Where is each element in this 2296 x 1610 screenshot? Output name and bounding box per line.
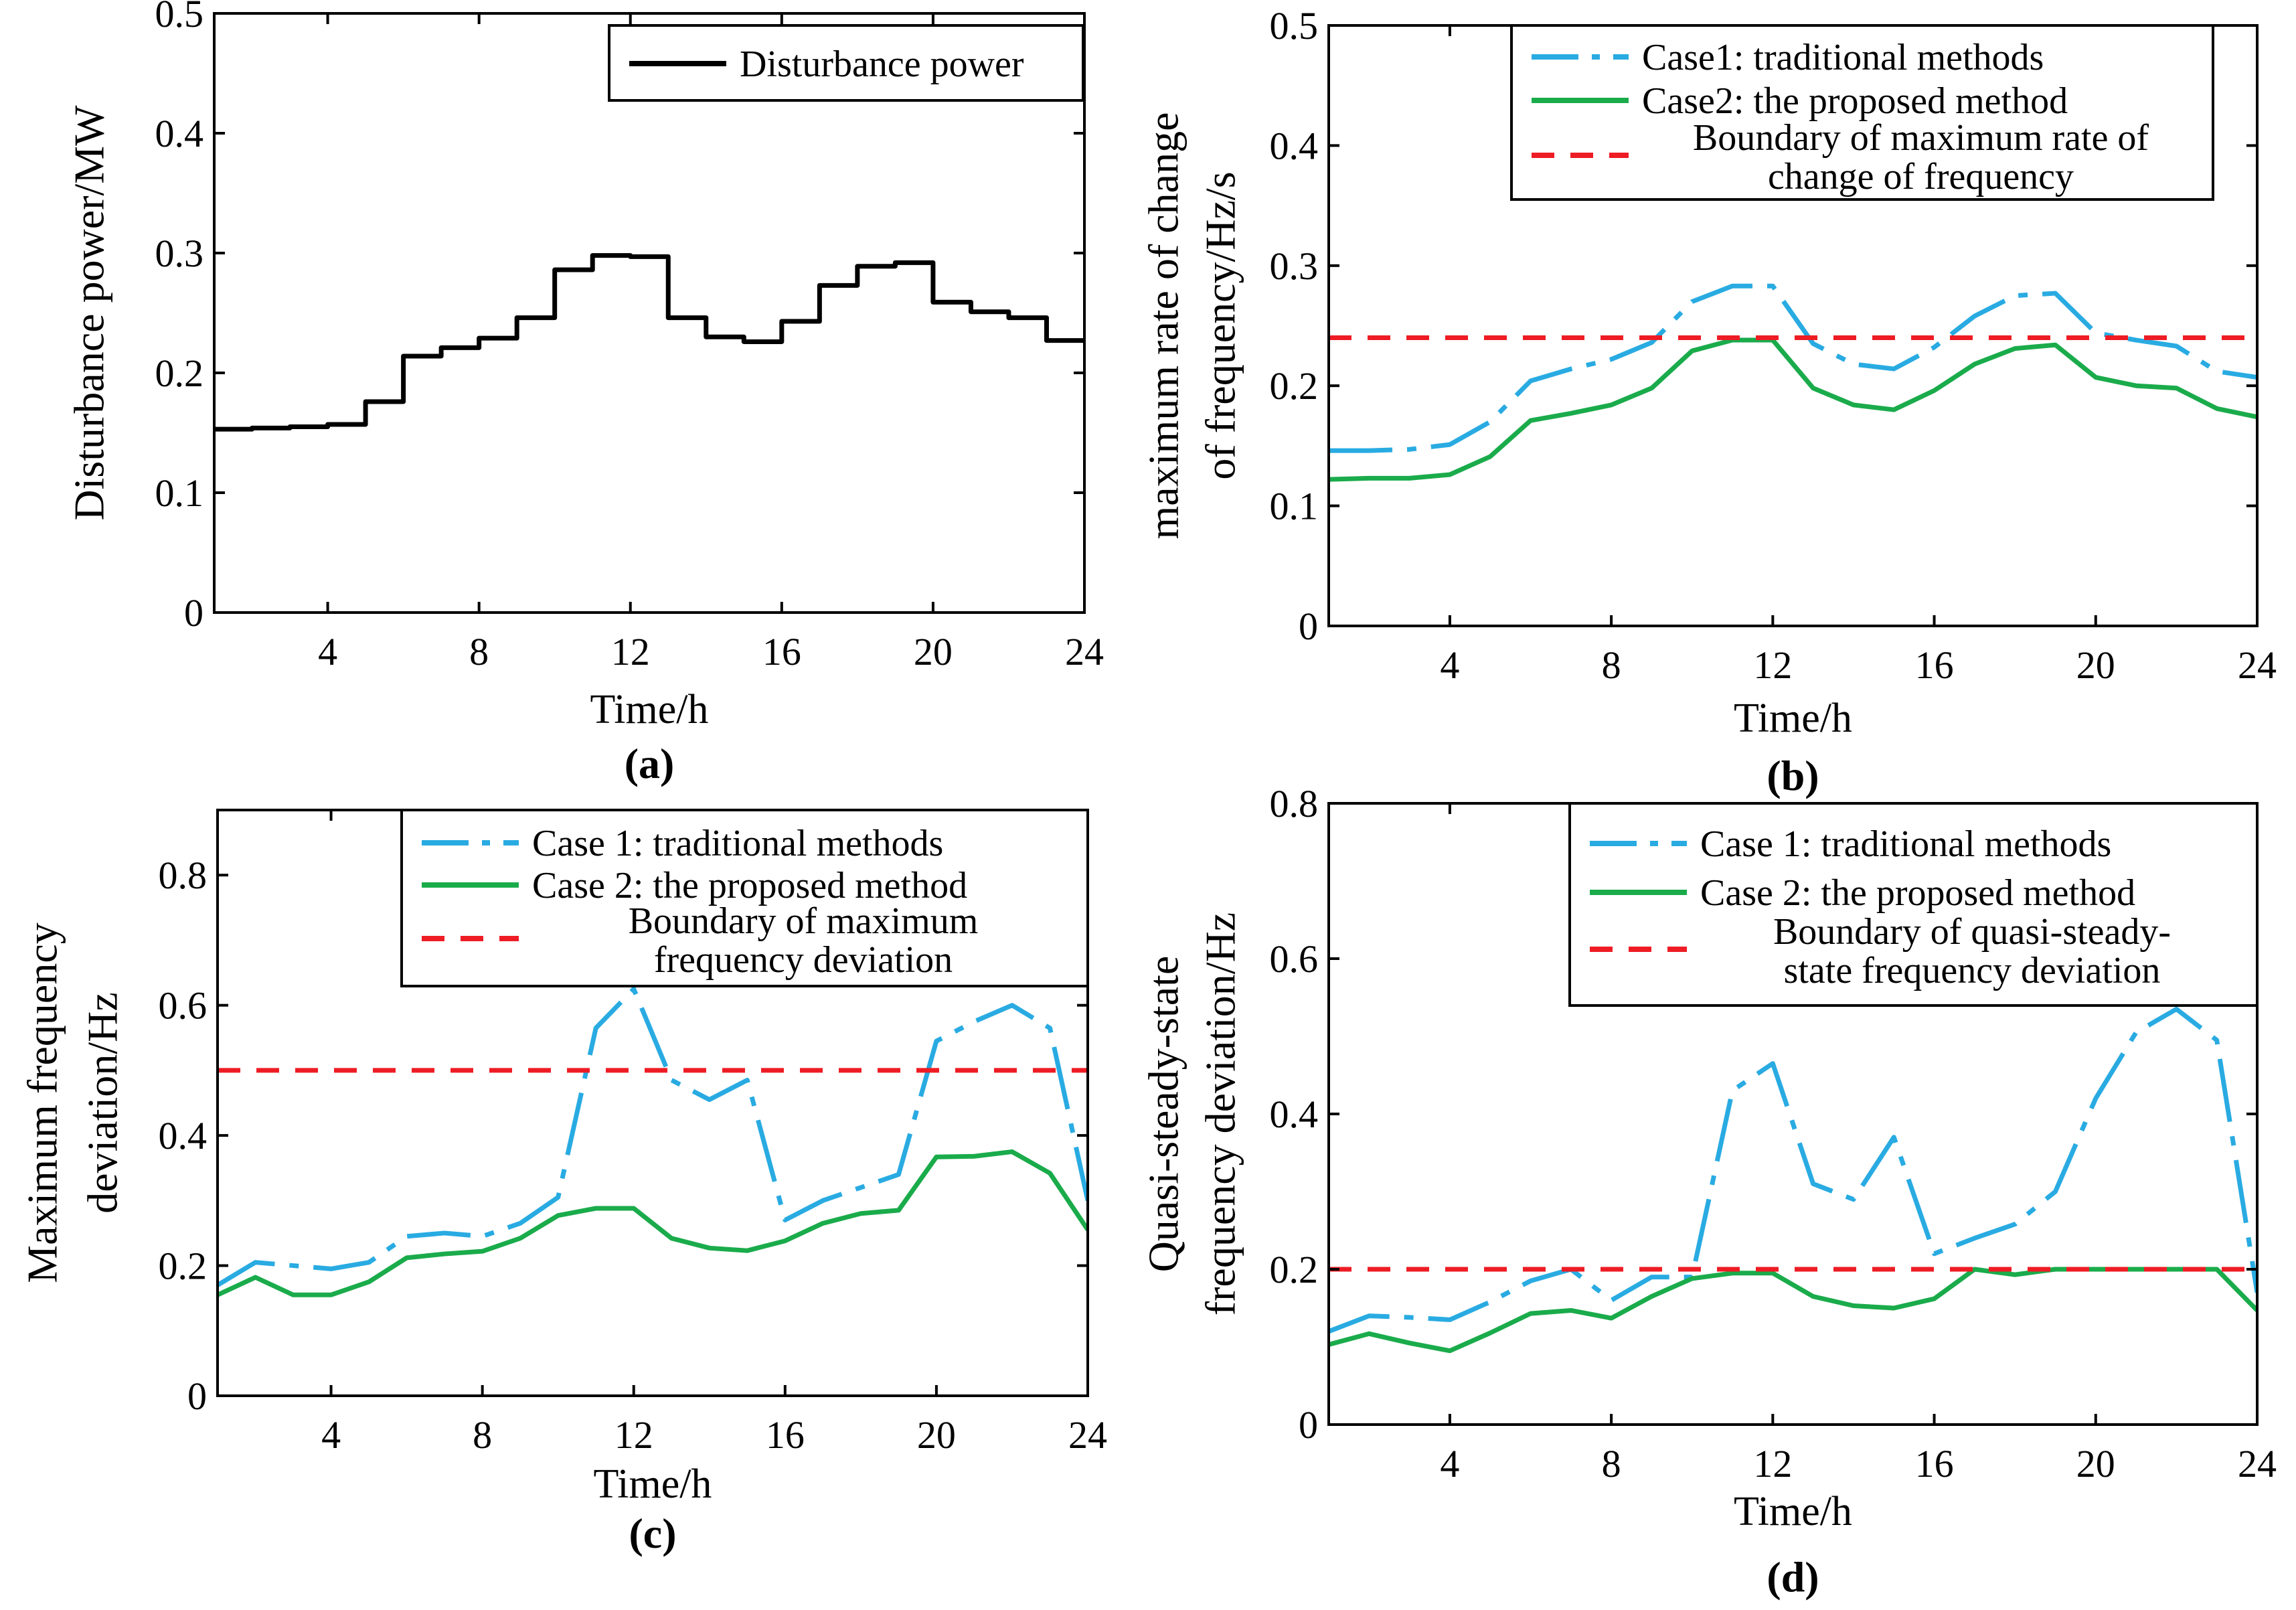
x-tick-label: 16 bbox=[762, 630, 801, 673]
x-axis-label: Time/h bbox=[590, 687, 709, 732]
legend-label: Case 2: the proposed method bbox=[1700, 872, 2135, 914]
x-tick-label: 20 bbox=[2076, 1442, 2115, 1485]
y-tick-label: 0.8 bbox=[1270, 782, 1319, 825]
x-tick-label: 20 bbox=[2076, 643, 2115, 687]
legend-label: state frequency deviation bbox=[1784, 950, 2161, 991]
y-axis-label: Disturbance power/MW bbox=[66, 105, 113, 521]
x-tick-label: 4 bbox=[1440, 1442, 1459, 1485]
x-tick-label: 12 bbox=[614, 1413, 653, 1457]
series-line-case1 bbox=[1329, 1006, 2257, 1334]
x-tick-label: 8 bbox=[1602, 1442, 1621, 1485]
x-tick-label: 4 bbox=[1440, 643, 1459, 687]
panel-caption: (c) bbox=[629, 1510, 676, 1557]
x-tick-label: 24 bbox=[2238, 1442, 2277, 1485]
x-tick-label: 12 bbox=[1753, 643, 1792, 687]
x-tick-label: 8 bbox=[473, 1413, 492, 1457]
y-tick-label: 0.2 bbox=[1270, 364, 1319, 408]
x-axis-label: Time/h bbox=[1734, 1489, 1852, 1534]
y-tick-label: 0.5 bbox=[1270, 4, 1319, 48]
plot-frame bbox=[213, 12, 1086, 614]
legend-label: frequency deviation bbox=[654, 939, 953, 981]
x-tick-label: 4 bbox=[321, 1413, 341, 1457]
series-line-case2 bbox=[1329, 337, 2257, 482]
legend-label: Boundary of maximum rate of bbox=[1693, 117, 2149, 159]
legend-label: Disturbance power bbox=[740, 44, 1024, 85]
panel-caption: (b) bbox=[1767, 752, 1819, 799]
series-line-case1 bbox=[1329, 283, 2257, 453]
legend-label: Case1: traditional methods bbox=[1642, 37, 2044, 78]
series-line-case1 bbox=[218, 986, 1088, 1287]
legend-label: change of frequency bbox=[1768, 156, 2074, 197]
y-tick-label: 0.4 bbox=[1270, 124, 1319, 167]
y-tick-label: 0.4 bbox=[155, 112, 204, 155]
x-tick-label: 12 bbox=[1753, 1442, 1792, 1485]
chart-panel-c: 0 0.2 0.4 0.6 0.8 4 8 12 16 20 24 Time/h Maximum fre… bbox=[19, 809, 1107, 1557]
y-tick-label: 0.5 bbox=[155, 0, 204, 35]
legend-box bbox=[1568, 802, 2259, 1007]
y-tick-label: 0 bbox=[1299, 605, 1318, 648]
y-axis-label: Maximum frequency bbox=[19, 922, 66, 1283]
x-tick-label: 20 bbox=[914, 630, 953, 673]
y-tick-label: 0.2 bbox=[155, 351, 204, 395]
series-line-case2 bbox=[218, 1149, 1088, 1297]
x-tick-label: 16 bbox=[766, 1413, 805, 1457]
y-tick-label: 0.4 bbox=[159, 1114, 208, 1157]
y-tick-label: 0 bbox=[187, 1374, 207, 1418]
y-tick-label: 0.6 bbox=[159, 984, 208, 1028]
y-tick-label: 0.3 bbox=[1270, 244, 1319, 288]
x-tick-label: 12 bbox=[611, 630, 650, 673]
series-line-case2 bbox=[1329, 1267, 2257, 1354]
series-line-case1 bbox=[214, 253, 1084, 432]
x-tick-label: 8 bbox=[469, 630, 489, 673]
x-axis-label: Time/h bbox=[594, 1461, 712, 1507]
x-tick-label: 24 bbox=[2238, 643, 2277, 687]
y-tick-label: 0.6 bbox=[1270, 937, 1319, 981]
y-axis-label: frequency deviation/Hz bbox=[1197, 912, 1244, 1315]
x-tick-label: 24 bbox=[1068, 1413, 1107, 1457]
y-tick-label: 0.2 bbox=[159, 1244, 208, 1288]
legend-label: Case 1: traditional methods bbox=[532, 823, 943, 864]
y-axis-label: Quasi-steady-state bbox=[1140, 956, 1187, 1273]
x-axis-label: Time/h bbox=[1734, 696, 1852, 741]
legend-label: Boundary of quasi-steady- bbox=[1773, 911, 2171, 953]
panel-caption: (a) bbox=[625, 740, 675, 787]
x-tick-label: 8 bbox=[1602, 643, 1621, 687]
y-tick-label: 0 bbox=[184, 591, 203, 635]
y-tick-label: 0.2 bbox=[1270, 1248, 1319, 1291]
x-tick-label: 20 bbox=[917, 1413, 956, 1457]
legend-label: Boundary of maximum bbox=[629, 900, 979, 942]
legend-label: Case2: the proposed method bbox=[1642, 80, 2068, 122]
y-tick-label: 0.1 bbox=[155, 471, 204, 515]
x-tick-label: 4 bbox=[318, 630, 337, 673]
x-tick-label: 24 bbox=[1065, 630, 1104, 673]
legend-label: Case 1: traditional methods bbox=[1700, 823, 2111, 865]
legend-box bbox=[400, 809, 1089, 987]
y-tick-label: 0.4 bbox=[1270, 1093, 1319, 1136]
x-tick-label: 16 bbox=[1915, 643, 1954, 687]
chart-panel-b: 0 0.1 0.2 0.3 0.4 0.5 4 8 12 16 20 24 Time/h maximum … bbox=[1140, 4, 2277, 799]
y-tick-label: 0.1 bbox=[1270, 485, 1319, 528]
y-tick-label: 0.3 bbox=[155, 232, 204, 275]
y-tick-label: 0.8 bbox=[159, 854, 208, 897]
y-tick-label: 0 bbox=[1299, 1403, 1318, 1447]
panel-caption: (d) bbox=[1767, 1553, 1819, 1601]
legend-label: Case 2: the proposed method bbox=[532, 865, 967, 906]
y-axis-label: deviation/Hz bbox=[79, 992, 127, 1214]
chart-panel-d: 0 0.2 0.4 0.6 0.8 4 8 12 16 20 24 Time/h Quasi-stead… bbox=[1140, 782, 2277, 1601]
chart-panel-a: 0 0.1 0.2 0.3 0.4 0.5 4 8 12 16 20 24 Time/h Disturba… bbox=[66, 0, 1104, 787]
x-tick-label: 16 bbox=[1915, 1442, 1954, 1485]
y-axis-label: maximum rate of change bbox=[1140, 112, 1187, 540]
y-axis-label: of frequency/Hz/s bbox=[1197, 171, 1244, 479]
